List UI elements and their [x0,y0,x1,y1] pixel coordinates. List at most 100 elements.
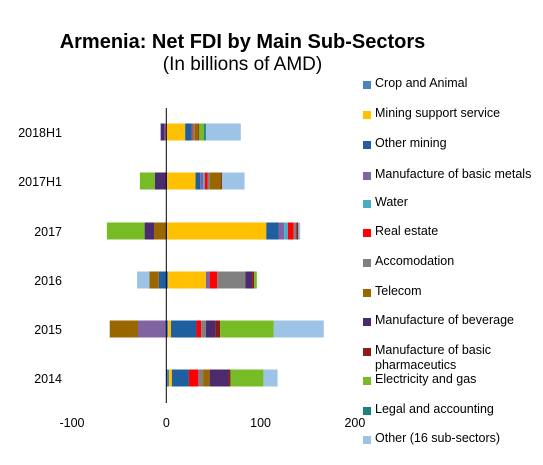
x-tick-label: 100 [250,416,271,430]
bar-segment-2018h1-s2 [185,123,192,141]
category-label-2016: 2016 [34,274,62,288]
bar-segment-2017h1-s9 [220,172,222,190]
bar-segment-2015-s10 [220,320,274,338]
bar-segment-2014-s1 [169,369,172,387]
bar-segment-2017h1-s12 [221,172,245,190]
bar-segment-2015-s9 [215,320,221,338]
legend-label: Manufacture of beverage [375,313,514,327]
bar-segment-2018h1-s3 [164,123,167,141]
bar-segment-2017-s8 [144,222,155,240]
bar-segment-2017-s2 [266,222,279,240]
legend-swatch [363,436,371,444]
bar-segment-2014-s12 [263,369,278,387]
legend-label: Electricity and gas [375,372,477,386]
legend-label: Water [375,195,408,209]
bar-segment-2014-s6 [198,369,204,387]
bar-segment-2018h1-s11 [204,123,206,141]
bar-segment-2016-s2 [158,271,167,289]
bar-segment-2016-s0 [166,271,169,289]
legend-swatch [363,200,371,208]
category-label-2018h1: 2018H1 [18,126,62,140]
legend-swatch [363,348,371,356]
legend-label: Legal and accounting [375,402,494,416]
legend-label: Other (16 sub-sectors) [375,431,501,445]
bar-segment-2014-s0 [166,369,170,387]
legend-swatch [363,141,371,149]
x-tick-label: 200 [344,416,365,430]
bar-segment-2018h1-s6 [192,123,195,141]
legend-label: Other mining [375,136,447,150]
bar-segment-2014-s2 [171,369,189,387]
legend-label: Accomodation [375,254,455,268]
bar-segment-2017h1-s6 [207,172,210,190]
x-tick-label: -100 [59,416,84,430]
chart-title: Armenia: Net FDI by Main Sub-Sectors [59,31,426,53]
bar-segment-2014-s7 [203,369,210,387]
bar-segment-2017-s1 [167,222,267,240]
bar-segment-2015-s5 [196,320,202,338]
bar-segment-2015-s6 [201,320,206,338]
bar-segment-2017h1-s2 [195,172,201,190]
bar-segment-2016-s12 [137,271,150,289]
bar-segment-2017-s7 [154,222,167,240]
bar-segment-2018h1-s5 [191,123,193,141]
category-label-2017: 2017 [34,225,62,239]
bar-segment-2016-s1 [168,271,206,289]
bar-segment-2015-s8 [205,320,216,338]
bar-segment-2016-s6 [217,271,246,289]
category-label-2014: 2014 [34,372,62,386]
legend-swatch [363,318,371,326]
bar-segment-2017h1-s7 [209,172,221,190]
x-tick-label: 0 [163,416,170,430]
legend-swatch [363,81,371,89]
legend-swatch [363,259,371,267]
bar-segment-2017-s9 [296,222,299,240]
legend-label: Manufacture of basic metals [375,167,532,181]
bar-segment-2018h1-s1 [166,123,186,141]
category-label-2017h1: 2017H1 [18,175,62,189]
bar-segment-2016-s3 [205,271,210,289]
bar-segment-2015-s0 [166,320,169,338]
bar-segment-2014-s8 [209,369,229,387]
bar-segment-2014-s10 [230,369,264,387]
legend-label: Manufacture of basic pharmaceutics [375,343,492,372]
legend-label: Crop and Animal [375,76,468,90]
bar-segment-2015-s1 [168,320,172,338]
legend-swatch [363,172,371,180]
legend-swatch [363,377,371,385]
bar-segment-2017-s6 [293,222,297,240]
legend-label: Telecom [375,284,422,298]
legend-swatch [363,111,371,119]
bar-segment-2017h1-s1 [167,172,196,190]
legend-swatch [363,407,371,415]
legend-label: Mining support service [375,106,501,120]
legend-label: Real estate [375,224,439,238]
legend-swatch [363,289,371,297]
bar-segment-2017h1-s4 [203,172,205,190]
bar-segment-2016-s10 [254,271,257,289]
bar-segment-2017h1-s10 [139,172,155,190]
category-label-2015: 2015 [34,323,62,337]
bar-segment-2017h1-s8 [154,172,167,190]
bar-segment-2017-s5 [287,222,294,240]
bar-segment-2016-s7 [149,271,159,289]
bar-segment-2016-s8 [245,271,253,289]
legend-swatch [363,229,371,237]
bar-segment-2018h1-s8 [160,123,165,141]
bar-segment-2014-s5 [188,369,199,387]
bar-segment-2017-s10 [106,222,145,240]
bar-segment-2017h1-s5 [204,172,208,190]
bar-segment-2017-s12 [298,222,301,240]
bar-segment-2018h1-s7 [194,123,199,141]
bar-segment-2017h1-s3 [200,172,204,190]
bar-segment-2014-s9 [228,369,231,387]
bar-segment-2016-s9 [252,271,254,289]
bar-segment-2015-s3 [138,320,167,338]
bar-segment-2017-s3 [278,222,285,240]
bar-segment-2018h1-s12 [205,123,241,141]
bar-segment-2015-s12 [273,320,324,338]
bar-segment-2016-s5 [209,271,218,289]
bar-segment-2018h1-s10 [199,123,205,141]
bar-segment-2018h1-s9 [198,123,200,141]
